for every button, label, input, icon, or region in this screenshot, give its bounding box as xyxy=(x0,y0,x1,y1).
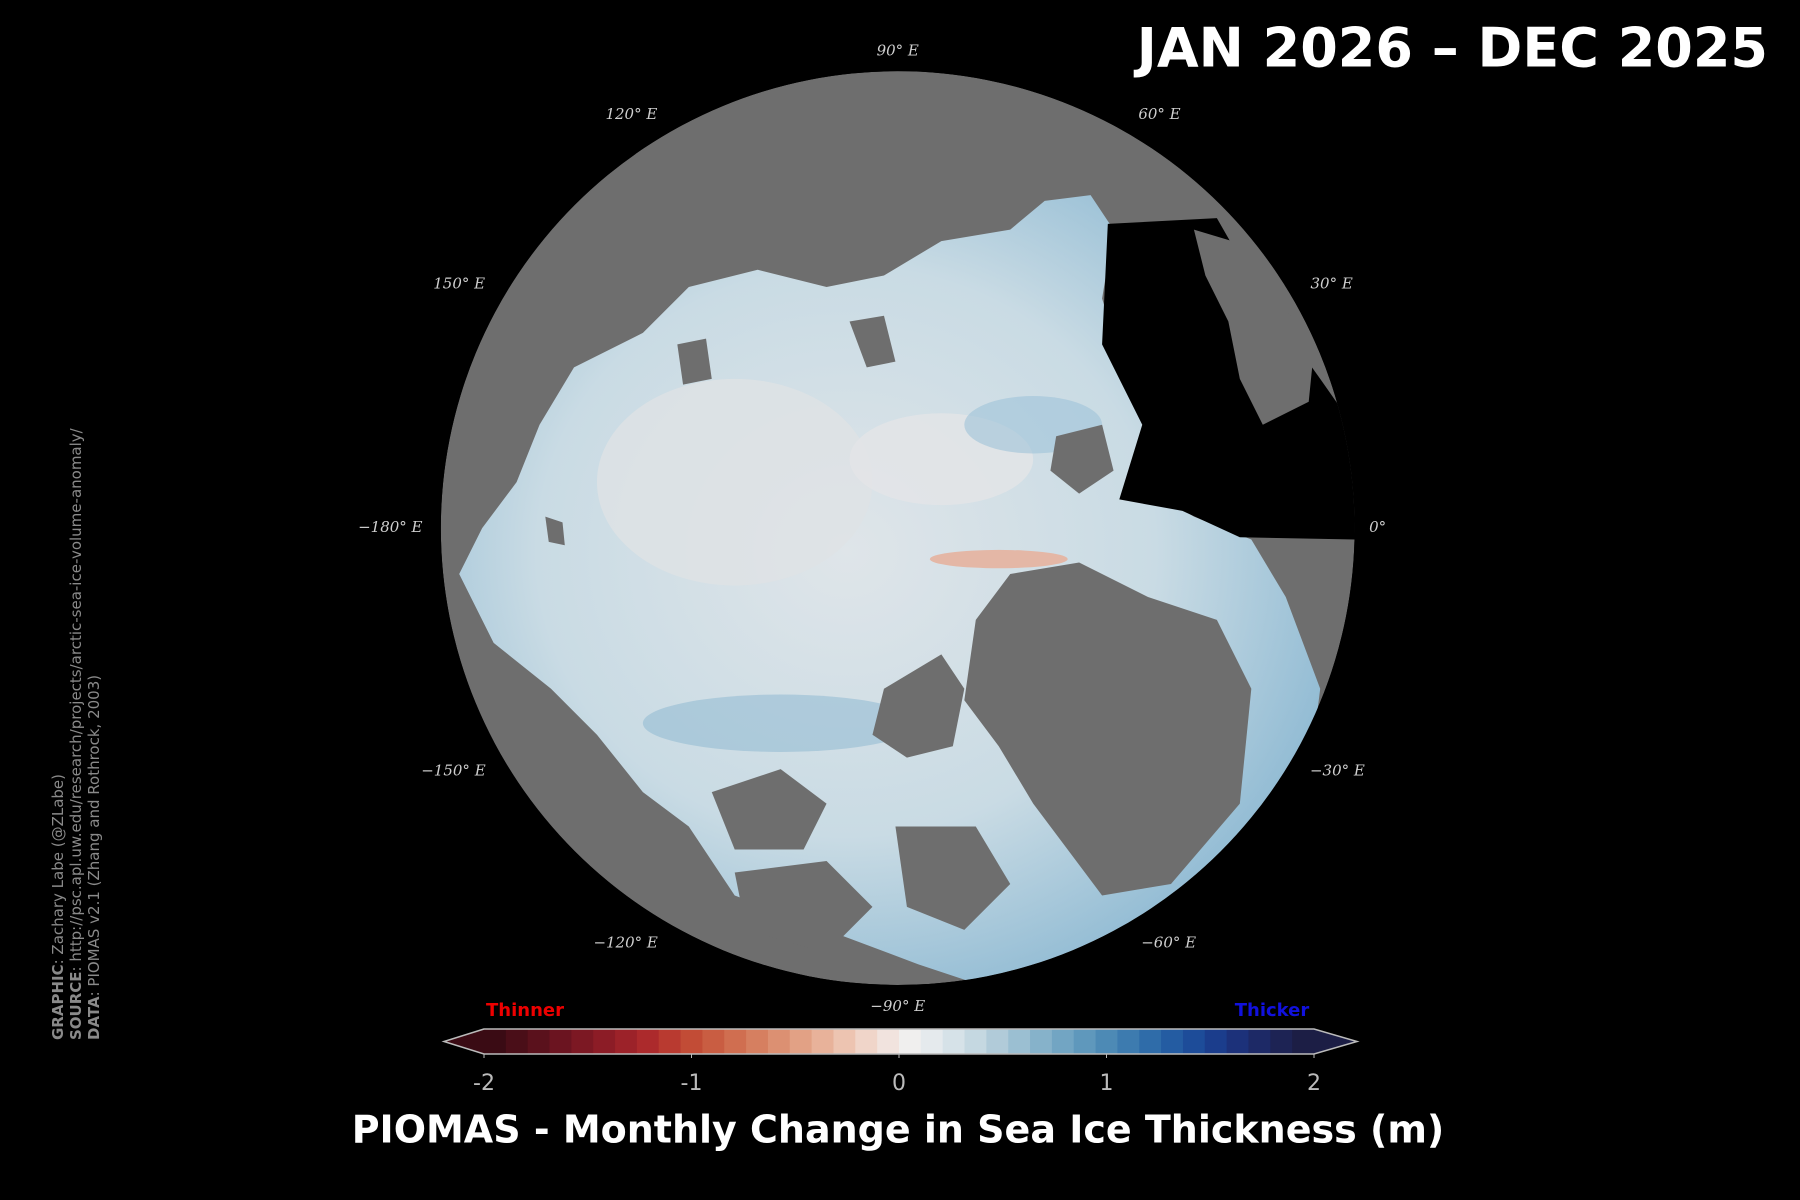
island xyxy=(711,769,827,850)
island xyxy=(849,315,896,368)
colorbar-tick-label: 0 xyxy=(892,1071,906,1096)
open-ocean xyxy=(1102,218,1355,540)
longitude-label: 30° E xyxy=(1311,275,1353,293)
island xyxy=(895,826,1011,930)
map-disk xyxy=(440,71,1355,985)
colorbar-segment xyxy=(724,1029,747,1054)
map xyxy=(440,71,1355,985)
colorbar-segment xyxy=(505,1029,529,1054)
credit-key: SOURCE xyxy=(67,971,85,1040)
credits: GRAPHIC: Zachary Labe (@ZLabe)SOURCE: ht… xyxy=(49,427,103,1040)
credit-line: SOURCE: http://psc.apl.uw.edu/research/p… xyxy=(67,427,85,1040)
colorbar-segment xyxy=(1204,1029,1228,1054)
longitude-label: 120° E xyxy=(605,105,657,123)
colorbar-segment xyxy=(1073,1029,1097,1054)
colorbar-segment xyxy=(1139,1029,1162,1054)
longitude-label: −90° E xyxy=(870,997,925,1015)
colorbar-segment xyxy=(1161,1029,1184,1054)
ice-texture xyxy=(929,549,1068,569)
ice-texture xyxy=(596,378,873,586)
island xyxy=(872,654,965,758)
longitude-label: −180° E xyxy=(358,518,422,536)
colorbar-segment xyxy=(942,1029,966,1054)
colorbar-segment xyxy=(680,1029,703,1054)
longitude-label: −120° E xyxy=(593,934,657,952)
colorbar-segment xyxy=(920,1029,944,1054)
colorbar-segment xyxy=(789,1029,813,1054)
colorbar-segment xyxy=(1226,1029,1249,1054)
colorbar-segment xyxy=(484,1029,507,1054)
colorbar-segment xyxy=(811,1029,834,1054)
colorbar-segment xyxy=(899,1029,922,1054)
colorbar-segment xyxy=(1270,1029,1293,1054)
colorbar-segment xyxy=(658,1029,682,1054)
colorbar-tick-label: -1 xyxy=(681,1071,703,1096)
colorbar-segment xyxy=(986,1029,1009,1054)
colorbar-segment xyxy=(1248,1029,1271,1054)
longitude-label: −150° E xyxy=(421,761,485,779)
credit-text: : PIOMAS v2.1 (Zhang and Rothrock, 2003) xyxy=(85,675,103,997)
colorbar-segment xyxy=(1095,1029,1118,1054)
colorbar-segment xyxy=(855,1029,878,1054)
credit-text: : Zachary Labe (@ZLabe) xyxy=(49,774,67,964)
colorbar-segment xyxy=(593,1029,616,1054)
colorbar-segment xyxy=(702,1029,725,1054)
credit-line: DATA: PIOMAS v2.1 (Zhang and Rothrock, 2… xyxy=(85,675,103,1040)
title: JAN 2026 – DEC 2025 xyxy=(1133,17,1768,80)
thicker-label: Thicker xyxy=(1235,1000,1310,1021)
colorbar-segment xyxy=(1051,1029,1075,1054)
longitude-label: 150° E xyxy=(433,275,485,293)
greenland xyxy=(964,562,1252,896)
colorbar-segment xyxy=(1117,1029,1140,1054)
longitude-label: 0° xyxy=(1369,518,1386,536)
scandinavia xyxy=(1193,229,1315,425)
colorbar-tick-label: 2 xyxy=(1307,1071,1321,1096)
colorbar-tick-label: -2 xyxy=(473,1071,495,1096)
colorbar-segment xyxy=(1292,1029,1315,1054)
colorbar-tick-label: 1 xyxy=(1100,1071,1114,1096)
credit-text: : http://psc.apl.uw.edu/research/project… xyxy=(67,427,85,971)
colorbar-extend-low xyxy=(444,1029,484,1054)
colorbar-segment xyxy=(767,1029,791,1054)
longitude-label: −60° E xyxy=(1141,934,1196,952)
colorbar-segment xyxy=(1008,1029,1031,1054)
credit-key: GRAPHIC xyxy=(49,964,67,1040)
credit-line: GRAPHIC: Zachary Labe (@ZLabe) xyxy=(49,774,67,1040)
credit-key: DATA xyxy=(85,996,103,1040)
colorbar-label: PIOMAS - Monthly Change in Sea Ice Thick… xyxy=(352,1108,1445,1152)
ice-texture xyxy=(642,694,919,752)
island xyxy=(1050,424,1114,494)
colorbar-segment xyxy=(746,1029,769,1054)
island xyxy=(734,861,873,953)
colorbar-segment xyxy=(571,1029,594,1054)
colorbar-segment xyxy=(615,1029,638,1054)
colorbar-segment xyxy=(1182,1029,1206,1054)
colorbar: -2 -1 0 1 2 xyxy=(441,1028,1360,1096)
longitude-label: −30° E xyxy=(1310,761,1365,779)
longitude-labels: 90° E 120° E 60° E 150° E 30° E −180° E 0° −150… xyxy=(358,42,1386,1015)
colorbar-segment xyxy=(527,1029,551,1054)
colorbar-segment xyxy=(964,1029,987,1054)
longitude-label: 60° E xyxy=(1138,105,1180,123)
colorbar-segment xyxy=(1030,1029,1053,1054)
colorbar-segment xyxy=(877,1029,900,1054)
island xyxy=(545,516,565,546)
longitude-label: 90° E xyxy=(877,42,919,60)
colorbar-segment xyxy=(549,1029,572,1054)
colorbar-segment xyxy=(833,1029,856,1054)
colorbar-extend-high xyxy=(1314,1029,1357,1054)
island xyxy=(677,338,712,385)
thinner-label: Thinner xyxy=(486,1000,564,1021)
colorbar-segment xyxy=(636,1029,660,1054)
